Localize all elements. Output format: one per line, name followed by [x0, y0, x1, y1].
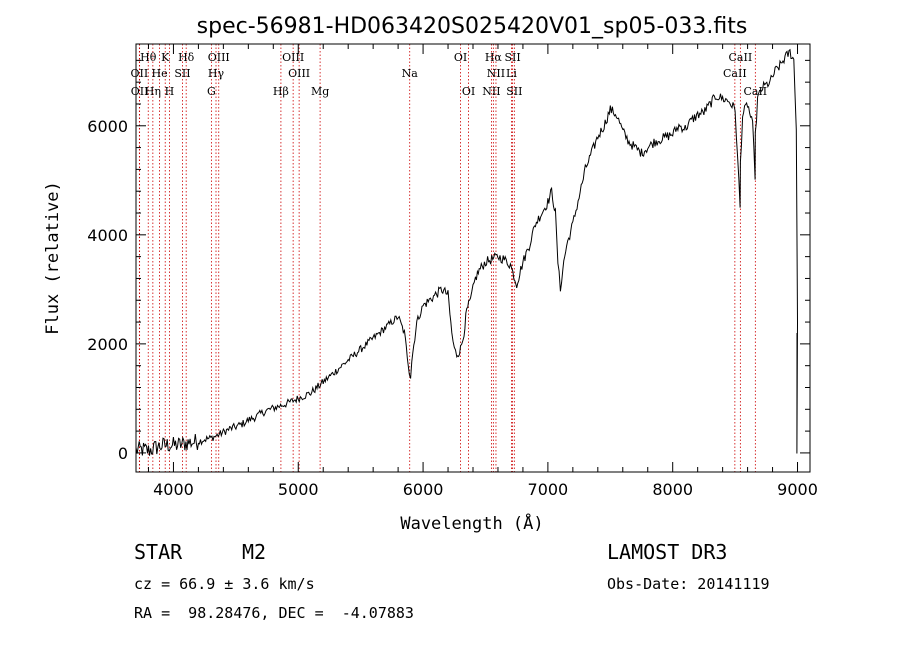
line-marker-label-21: G — [207, 85, 216, 98]
line-marker-label-2: Hδ — [178, 51, 195, 64]
line-marker-label-11: SII — [174, 67, 190, 80]
line-marker-label-4: OIII — [282, 51, 304, 64]
line-marker-label-22: Hβ — [273, 85, 289, 98]
x-tick-label: 4000 — [153, 480, 194, 499]
line-marker-label-1: K — [161, 51, 170, 64]
y-tick-label: 2000 — [87, 335, 128, 354]
x-tick-label: 6000 — [403, 480, 444, 499]
coordinates: RA = 98.28476, DEC = -4.07883 — [134, 604, 414, 622]
line-marker-label-25: NII — [482, 85, 500, 98]
x-axis-label: Wavelength (Å) — [400, 512, 543, 534]
observation-date: Obs-Date: 20141119 — [607, 575, 770, 593]
chart-title: spec-56981-HD063420S025420V01_sp05-033.f… — [197, 14, 748, 39]
emission-line-markers — [138, 44, 756, 472]
line-marker-label-23: Mg — [311, 85, 329, 98]
line-marker-label-24: OI — [462, 85, 475, 98]
object-class: STAR — [134, 540, 183, 564]
line-marker-label-15: NII — [487, 67, 505, 80]
line-marker-label-16: Li — [506, 67, 517, 80]
line-marker-label-14: Na — [402, 67, 419, 80]
flux-series-line — [135, 48, 799, 456]
line-marker-label-13: OIII — [288, 67, 310, 80]
line-marker-label-19: Hη — [145, 85, 161, 98]
x-tick-label: 8000 — [652, 480, 693, 499]
object-subclass: M2 — [242, 540, 267, 564]
y-tick-label: 0 — [118, 444, 128, 463]
line-marker-label-17: CaII — [723, 67, 747, 80]
x-tick-label: 9000 — [777, 480, 818, 499]
plot-frame — [135, 43, 811, 473]
x-tick-label: 7000 — [528, 480, 569, 499]
line-marker-label-0: Hθ — [140, 51, 157, 64]
x-axis-ticks: 4000 5000 6000 7000 8000 9000 — [147, 44, 818, 499]
y-axis-ticks: 0 2000 4000 6000 — [87, 59, 810, 463]
line-marker-label-20: H — [165, 85, 175, 98]
y-tick-label: 4000 — [87, 226, 128, 245]
y-tick-label: 6000 — [87, 117, 128, 136]
line-marker-label-26: SII — [506, 85, 522, 98]
line-marker-label-12: Hγ — [208, 67, 225, 80]
line-marker-label-8: CaII — [729, 51, 753, 64]
line-marker-label-3: OIII — [208, 51, 230, 64]
line-marker-label-27: CaII — [743, 85, 767, 98]
line-marker-label-9: OII — [131, 67, 149, 80]
redshift-value: cz = 66.9 ± 3.6 km/s — [134, 575, 315, 593]
line-marker-label-5: OI — [454, 51, 467, 64]
line-marker-label-10: He — [152, 67, 168, 80]
line-marker-label-18: OII — [131, 85, 149, 98]
survey-name: LAMOST DR3 — [607, 540, 728, 564]
y-axis-label: Flux (relative) — [43, 181, 63, 335]
line-marker-label-7: SII — [504, 51, 520, 64]
x-tick-label: 5000 — [278, 480, 319, 499]
line-marker-label-6: Hα — [485, 51, 503, 64]
